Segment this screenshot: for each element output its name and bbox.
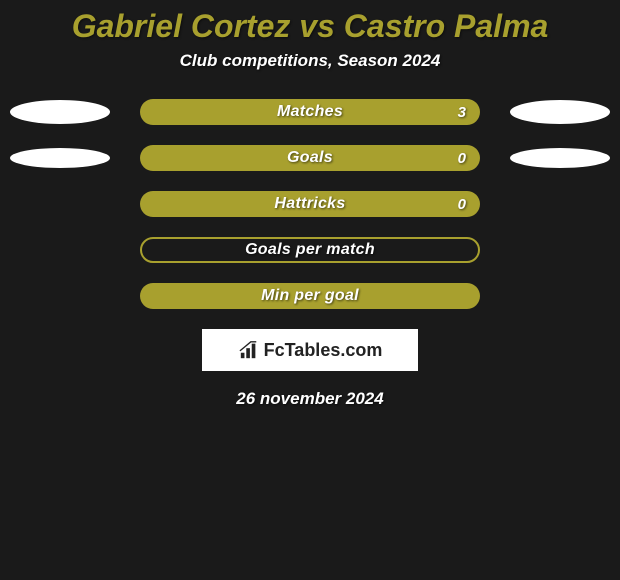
- logo: FcTables.com: [238, 340, 383, 361]
- stat-value: 0: [458, 150, 466, 167]
- barchart-icon: [238, 340, 260, 360]
- stat-bar: Min per goal: [140, 283, 480, 309]
- stat-bar: Goals 0: [140, 145, 480, 171]
- player-right-ellipse: [510, 100, 610, 124]
- player-left-ellipse: [10, 148, 110, 168]
- logo-text: FcTables.com: [264, 340, 383, 361]
- stat-row: Hattricks 0: [0, 191, 620, 217]
- stat-label: Goals: [287, 149, 333, 167]
- stat-value: 3: [458, 104, 466, 121]
- comparison-subtitle: Club competitions, Season 2024: [0, 51, 620, 71]
- stat-bar: Matches 3: [140, 99, 480, 125]
- stat-row: Min per goal: [0, 283, 620, 309]
- stat-bar: Hattricks 0: [140, 191, 480, 217]
- stat-rows: Matches 3 Goals 0 Hattricks 0 Goals per match M…: [0, 99, 620, 309]
- player-left-ellipse: [10, 100, 110, 124]
- stat-label: Hattricks: [274, 195, 345, 213]
- stat-value: 0: [458, 196, 466, 213]
- stat-label: Min per goal: [261, 287, 359, 305]
- stat-row: Matches 3: [0, 99, 620, 125]
- comparison-title: Gabriel Cortez vs Castro Palma: [0, 0, 620, 45]
- date-line: 26 november 2024: [0, 389, 620, 409]
- stat-label: Goals per match: [245, 241, 375, 259]
- logo-box: FcTables.com: [202, 329, 418, 371]
- stat-label: Matches: [277, 103, 343, 121]
- stat-row: Goals 0: [0, 145, 620, 171]
- stat-row: Goals per match: [0, 237, 620, 263]
- stat-bar: Goals per match: [140, 237, 480, 263]
- player-right-ellipse: [510, 148, 610, 168]
